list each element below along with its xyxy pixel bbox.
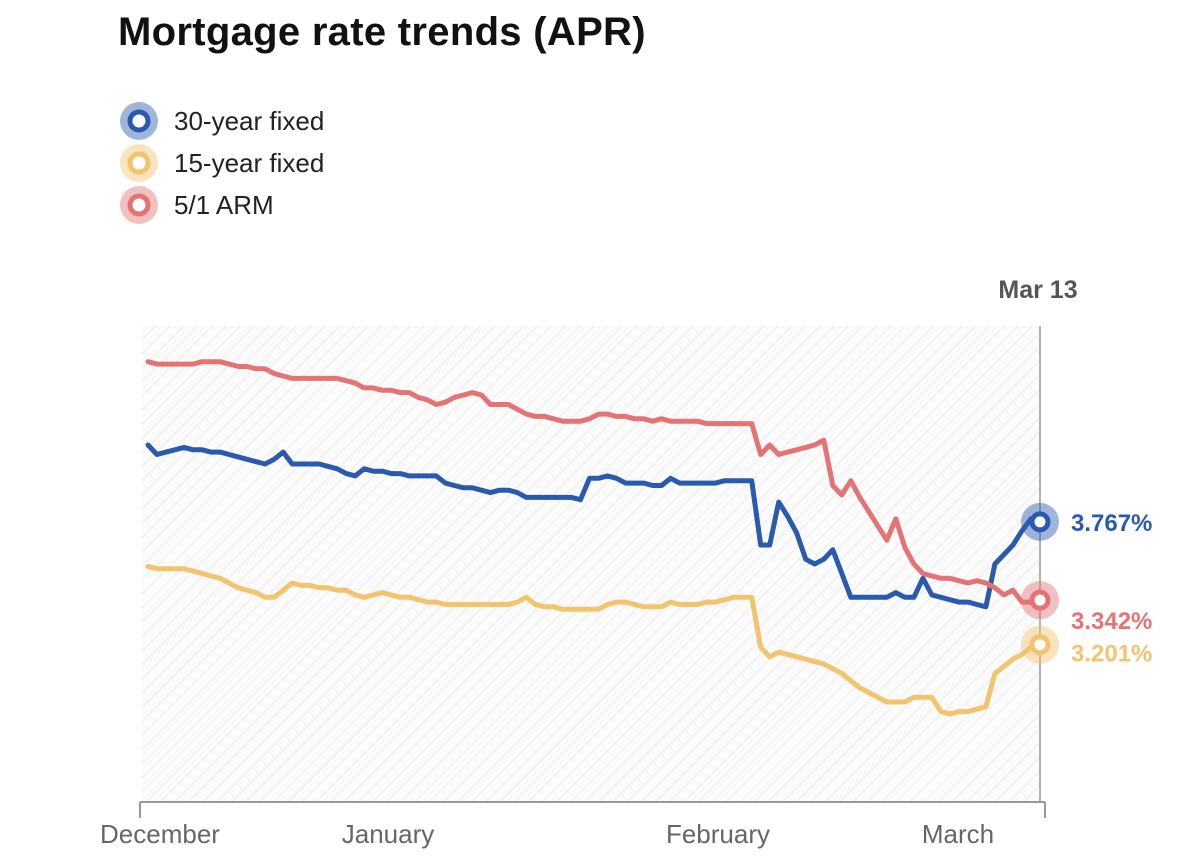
series-lines — [145, 359, 1043, 717]
legend-item-arm[interactable]: 5/1 ARM — [118, 184, 324, 226]
legend-marker-15yr — [120, 144, 158, 182]
x-tick-label-march: March — [922, 819, 994, 849]
legend-label-15yr: 15-year fixed — [174, 147, 325, 178]
x-axis: December January February March — [100, 801, 1046, 849]
legend-marker-arm — [120, 186, 158, 224]
plot-background — [142, 326, 1040, 802]
end-value-label-15yr: 3.201% — [1071, 641, 1152, 668]
series-line-15yr — [145, 563, 1043, 717]
legend-label-arm: 5/1 ARM — [174, 189, 274, 220]
legend-label-30yr: 30-year fixed — [174, 105, 325, 136]
series-line-arm — [145, 359, 1043, 605]
series-end-markers — [1021, 502, 1059, 664]
end-value-label-30yr: 3.767% — [1071, 510, 1152, 537]
end-marker-15yr[interactable] — [1029, 634, 1051, 656]
x-tick-label-january: January — [342, 819, 435, 849]
chart-title: Mortgage rate trends (APR) — [118, 10, 646, 54]
end-marker-30yr[interactable] — [1029, 511, 1051, 533]
legend-marker-30yr — [120, 102, 158, 140]
x-tick-label-february: February — [666, 819, 770, 849]
end-marker-arm[interactable] — [1029, 589, 1051, 611]
legend-item-30yr[interactable]: 30-year fixed — [118, 100, 324, 142]
legend: 30-year fixed 15-year fixed 5/1 ARM — [118, 100, 324, 226]
highlight-date-label: Mar 13 — [998, 276, 1077, 304]
series-line-30yr — [145, 442, 1043, 610]
end-value-label-arm: 3.342% — [1071, 608, 1152, 635]
series-end-labels: 3.767% 3.201% 3.342% — [1071, 510, 1152, 668]
legend-item-15yr[interactable]: 15-year fixed — [118, 142, 324, 184]
x-tick-label-december: December — [100, 819, 220, 849]
